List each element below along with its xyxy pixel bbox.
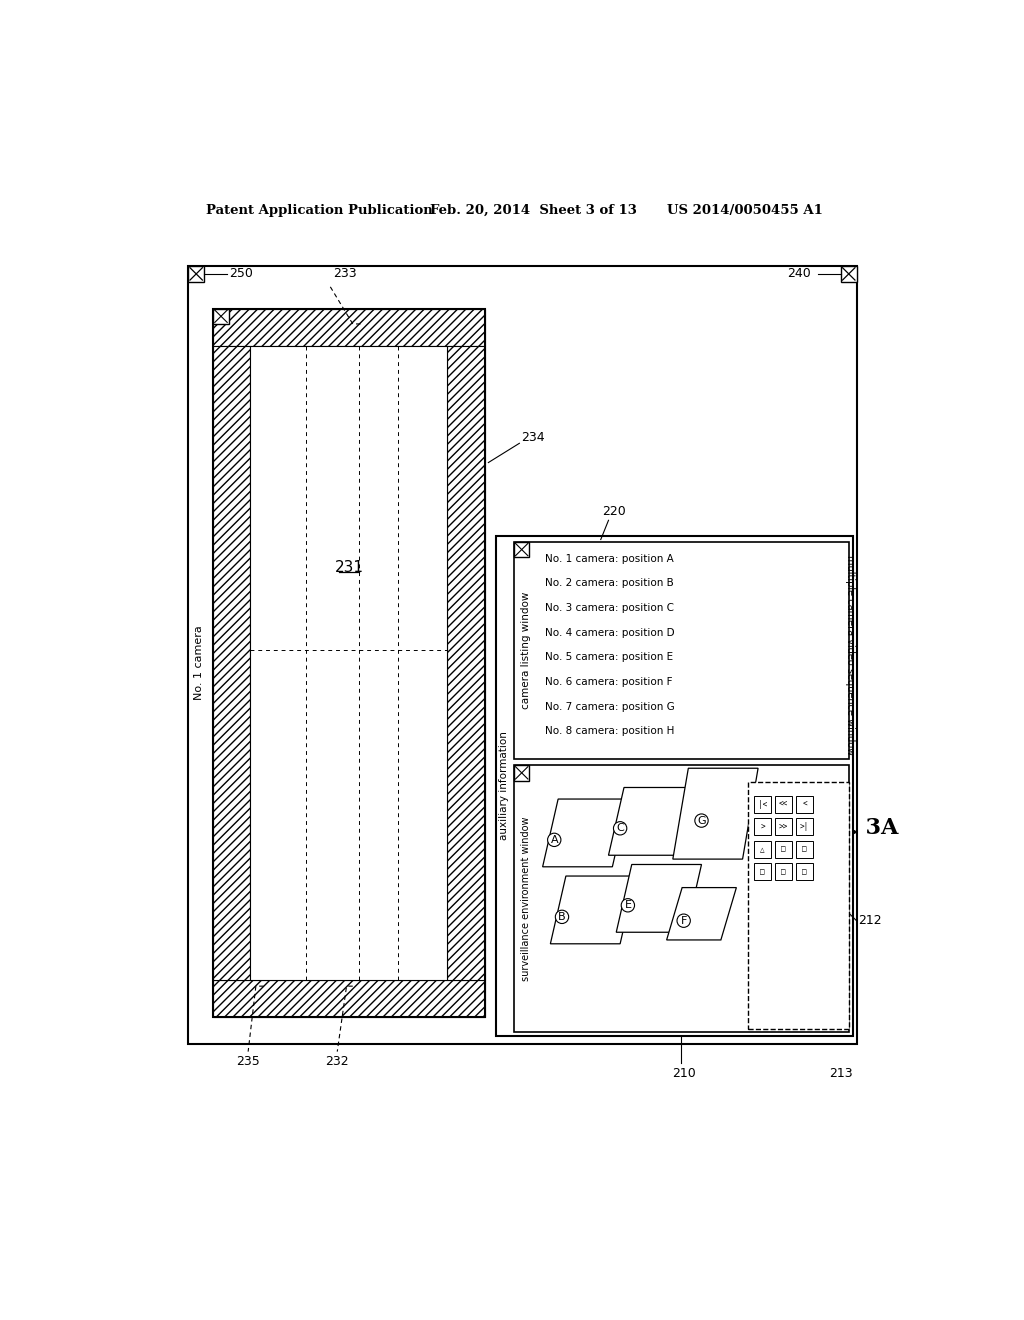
Bar (796, 841, 813, 858)
Text: 233: 233 (334, 268, 357, 280)
Text: □: □ (802, 867, 807, 876)
Text: No. 4 camera: position D: No. 4 camera: position D (545, 628, 675, 638)
Text: A: A (551, 834, 558, 845)
Bar (775, 818, 793, 836)
Bar (496, 536, 853, 1036)
Text: 220: 220 (602, 504, 626, 517)
Polygon shape (608, 788, 693, 855)
Bar (775, 796, 793, 813)
Text: No. 1 camera: No. 1 camera (195, 626, 205, 700)
Text: □: □ (781, 845, 786, 854)
Text: No. 2 camera: position B: No. 2 camera: position B (545, 578, 674, 589)
Text: □: □ (802, 845, 807, 854)
Text: 250: 250 (228, 268, 253, 280)
Bar (188, 267, 856, 1044)
Text: No. 1 camera: position A: No. 1 camera: position A (545, 554, 674, 564)
Polygon shape (550, 876, 636, 944)
Bar (755, 841, 771, 858)
Bar (447, 346, 484, 979)
Bar (514, 766, 529, 780)
Text: No. 5 camera: position E: No. 5 camera: position E (545, 652, 673, 663)
Text: multiple camera video sequence window: multiple camera video sequence window (845, 554, 855, 755)
Text: |<: |< (758, 800, 767, 809)
Text: US 2014/0050455 A1: US 2014/0050455 A1 (667, 205, 822, 218)
Text: G: G (697, 816, 706, 825)
Bar (775, 841, 793, 858)
Text: No. 7 camera: position G: No. 7 camera: position G (545, 702, 675, 711)
Text: Feb. 20, 2014  Sheet 3 of 13: Feb. 20, 2014 Sheet 3 of 13 (430, 205, 637, 218)
Bar (775, 863, 793, 880)
Bar (213, 346, 251, 979)
Text: No. 6 camera: position F: No. 6 camera: position F (545, 677, 673, 686)
Text: 235: 235 (237, 1055, 260, 1068)
Text: □: □ (761, 867, 765, 876)
Bar (796, 796, 813, 813)
Bar (213, 309, 228, 323)
Polygon shape (667, 887, 736, 940)
Text: 210: 210 (672, 1067, 695, 1080)
Bar (514, 541, 849, 759)
Text: No. 3 camera: position C: No. 3 camera: position C (545, 603, 674, 612)
Text: No. 8 camera: position H: No. 8 camera: position H (545, 726, 675, 737)
Text: auxiliary information: auxiliary information (499, 731, 509, 841)
Bar (213, 309, 484, 346)
Text: □: □ (781, 867, 786, 876)
Bar (251, 346, 447, 979)
Bar (796, 818, 813, 836)
Text: E: E (625, 900, 632, 911)
Text: B: B (558, 912, 566, 921)
Text: F: F (681, 916, 687, 925)
Text: 212: 212 (858, 915, 882, 927)
Text: 213: 213 (829, 1067, 853, 1080)
Bar (755, 796, 771, 813)
Text: 234: 234 (521, 432, 545, 445)
Text: △: △ (761, 845, 765, 854)
Text: surveillance environment window: surveillance environment window (520, 816, 530, 981)
Text: 232: 232 (326, 1055, 349, 1068)
Text: FIG. 3A: FIG. 3A (806, 817, 898, 840)
Bar (514, 541, 529, 557)
Text: >: > (761, 822, 765, 832)
Polygon shape (673, 768, 758, 859)
Text: Patent Application Publication: Patent Application Publication (206, 205, 432, 218)
Bar (841, 267, 856, 281)
Text: <<: << (779, 800, 788, 809)
Bar (796, 863, 813, 880)
Text: >|: >| (800, 822, 809, 832)
Bar (755, 818, 771, 836)
Bar (188, 267, 204, 281)
Text: camera listing window: camera listing window (520, 591, 530, 709)
Text: >>: >> (779, 822, 788, 832)
Bar (514, 766, 849, 1032)
Text: <: < (802, 800, 807, 809)
Bar (213, 979, 484, 1016)
Bar (755, 863, 771, 880)
Text: C: C (616, 824, 624, 833)
Text: 240: 240 (786, 268, 811, 280)
Text: 231: 231 (335, 560, 364, 576)
Polygon shape (543, 799, 628, 867)
Bar (213, 309, 484, 1016)
Bar (748, 781, 849, 1028)
Polygon shape (616, 865, 701, 932)
